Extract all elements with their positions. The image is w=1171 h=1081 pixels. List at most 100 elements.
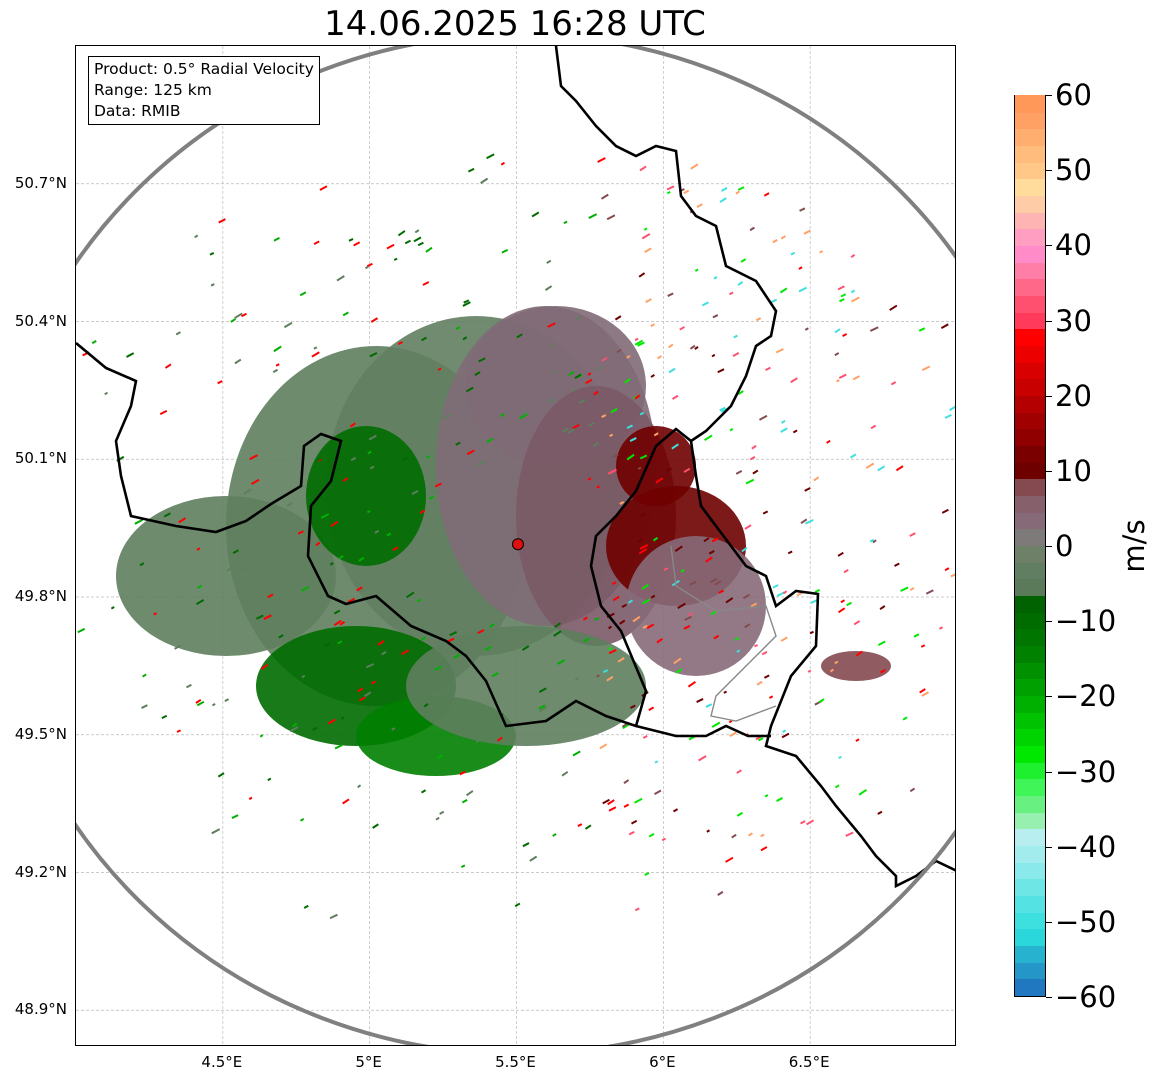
colorbar-segment: [1015, 212, 1045, 230]
velocity-echo-speck: [619, 619, 626, 625]
velocity-echo-speck: [218, 218, 226, 224]
velocity-echo-speck: [701, 301, 709, 307]
velocity-echo-speck: [902, 716, 908, 721]
colorbar-tick-label: 0: [1055, 529, 1074, 563]
velocity-echo-speck: [781, 732, 790, 739]
velocity-echo-speck: [723, 690, 727, 694]
velocity-echo-speck: [397, 341, 403, 346]
velocity-echo-speck: [858, 788, 867, 796]
velocity-echo-speck: [359, 587, 366, 592]
velocity-echo-speck: [623, 779, 630, 785]
velocity-echo-speck: [634, 797, 643, 804]
velocity-echo-speck: [755, 317, 762, 322]
colorbar-segment: [1015, 378, 1045, 396]
velocity-echo-speck: [211, 702, 216, 707]
velocity-echo-speck: [500, 413, 505, 418]
velocity-echo-speck: [634, 337, 639, 342]
velocity-echo-speck: [574, 677, 580, 681]
velocity-echo-speck: [637, 538, 644, 543]
velocity-echo: [821, 651, 891, 681]
velocity-echo-speck: [890, 381, 897, 386]
colorbar-segment: [1015, 395, 1045, 413]
velocity-echo-speck: [642, 734, 648, 739]
velocity-echo-speck: [834, 328, 841, 334]
velocity-echo-speck: [249, 454, 258, 461]
velocity-echo-speck: [420, 789, 427, 794]
colorbar-tick: [1046, 170, 1052, 172]
velocity-echo-speck: [538, 706, 547, 713]
colorbar-segment: [1015, 145, 1045, 163]
velocity-echo: [306, 426, 426, 566]
colorbar-tick: [1046, 997, 1052, 998]
velocity-echo-speck: [696, 698, 704, 703]
velocity-echo-speck: [330, 520, 339, 528]
velocity-echo-speck: [478, 357, 486, 363]
velocity-echo-speck: [259, 734, 264, 738]
velocity-echo-speck: [800, 518, 808, 525]
velocity-echo-speck: [652, 536, 659, 542]
velocity-echo-speck: [807, 669, 812, 673]
colorbar-tick: [1046, 921, 1052, 923]
velocity-echo-speck: [313, 346, 318, 350]
velocity-echo-speck: [422, 281, 430, 286]
velocity-echo-speck: [607, 799, 615, 806]
velocity-echo-speck: [357, 687, 364, 693]
velocity-echo-speck: [386, 243, 395, 250]
velocity-echo-speck: [419, 509, 426, 515]
velocity-echo-speck: [638, 272, 646, 278]
velocity-echo-speck: [639, 411, 645, 416]
velocity-echo-speck: [465, 386, 474, 393]
velocity-echo-speck: [544, 285, 553, 291]
velocity-echo-speck: [612, 453, 619, 458]
velocity-echo-speck: [668, 343, 674, 349]
velocity-echo-speck: [790, 377, 798, 384]
colorbar-segment: [1015, 745, 1045, 763]
velocity-echo-speck: [195, 598, 205, 605]
velocity-echo-speck: [637, 341, 645, 347]
velocity-echo-speck: [826, 439, 831, 444]
velocity-echo-speck: [522, 842, 530, 848]
velocity-echo-speck: [900, 586, 909, 592]
velocity-echo-speck: [834, 352, 840, 357]
velocity-echo-speck: [690, 163, 699, 170]
velocity-echo-speck: [413, 236, 422, 243]
colorbar-segment: [1015, 445, 1045, 463]
velocity-echo-speck: [705, 556, 713, 563]
velocity-echo-speck: [251, 568, 259, 574]
velocity-echo-speck: [463, 299, 470, 304]
velocity-echo-speck: [267, 777, 272, 782]
velocity-echo-speck: [578, 398, 586, 404]
velocity-echo-speck: [477, 629, 485, 635]
velocity-echo-speck: [843, 568, 849, 574]
velocity-echo-speck: [211, 828, 221, 835]
velocity-echo-speck: [342, 477, 349, 483]
velocity-echo-speck: [552, 370, 557, 374]
colorbar-tick: [1046, 621, 1052, 623]
velocity-echo-speck: [639, 544, 649, 550]
velocity-echo-speck: [792, 429, 798, 434]
velocity-echo-speck: [342, 311, 349, 317]
velocity-echo-speck: [837, 285, 845, 291]
velocity-echo-speck: [531, 211, 540, 218]
radar-map[interactable]: [75, 45, 956, 1046]
velocity-echo-speck: [671, 443, 679, 450]
colorbar-tick-label: 50: [1055, 153, 1092, 188]
velocity-echo-speck: [608, 648, 617, 655]
velocity-echo-speck: [732, 352, 740, 357]
velocity-echo-speck: [426, 455, 431, 459]
velocity-echo-speck: [552, 833, 557, 837]
colorbar-segment: [1015, 512, 1045, 530]
velocity-echo-speck: [486, 437, 494, 444]
velocity-echo-speck: [944, 413, 952, 419]
velocity-echo-speck: [311, 351, 320, 358]
velocity-echo-speck: [838, 755, 842, 759]
velocity-echo-speck: [626, 355, 631, 359]
velocity-echo-speck: [629, 437, 637, 442]
velocity-echo-speck: [283, 321, 293, 329]
velocity-echo-speck: [516, 333, 523, 339]
velocity-echo-speck: [725, 597, 734, 604]
velocity-echo-speck: [819, 250, 824, 254]
velocity-echo-speck: [736, 649, 741, 653]
velocity-echo-speck: [500, 161, 506, 166]
velocity-echo-speck: [449, 631, 458, 637]
